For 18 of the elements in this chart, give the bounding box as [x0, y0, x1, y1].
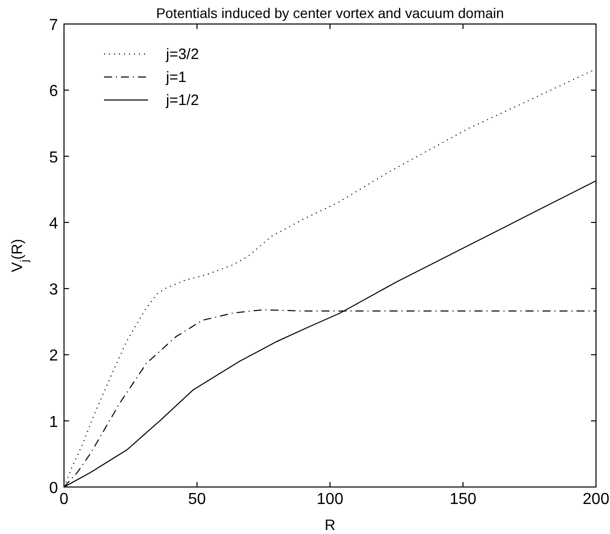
x-axis-title: R: [324, 517, 336, 534]
y-tick-label: 6: [49, 83, 58, 100]
legend-label: j=3/2: [165, 46, 199, 63]
legend-label: j=1/2: [165, 92, 199, 109]
x-tick-label: 50: [188, 491, 206, 508]
y-tick-label: 4: [49, 215, 58, 232]
y-tick-label: 2: [49, 348, 58, 365]
y-tick-label: 0: [49, 480, 58, 497]
x-tick-label: 150: [450, 491, 476, 508]
y-tick-label: 1: [49, 414, 58, 431]
x-tick-label: 200: [582, 491, 610, 508]
chart-title: Potentials induced by center vortex and vacuum domain: [156, 5, 504, 21]
y-tick-label: 3: [49, 282, 58, 299]
y-tick-label: 7: [49, 17, 58, 34]
y-tick-label: 5: [49, 149, 58, 166]
legend-label: j=1: [165, 69, 186, 86]
x-tick-label: 0: [60, 491, 69, 508]
x-tick-label: 100: [316, 491, 344, 508]
